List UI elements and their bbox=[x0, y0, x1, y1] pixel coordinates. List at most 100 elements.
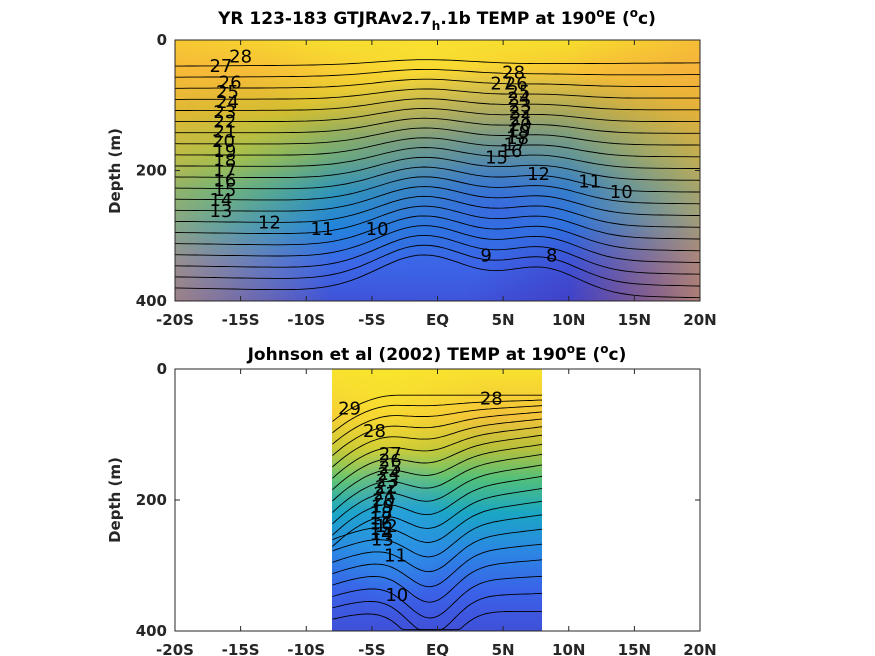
contour-line bbox=[175, 205, 700, 240]
contour-line bbox=[175, 127, 700, 146]
contour-label: 19 bbox=[507, 121, 530, 142]
contour-line bbox=[332, 444, 542, 502]
contour-label: 14 bbox=[209, 190, 232, 211]
contour-label: 29 bbox=[338, 398, 361, 419]
contour-line bbox=[175, 234, 700, 275]
x-tick-label: -20S bbox=[156, 311, 194, 329]
contour-line bbox=[175, 137, 700, 158]
contour-label: 15 bbox=[370, 519, 393, 540]
contour-line bbox=[332, 426, 542, 479]
contour-label: 17 bbox=[370, 508, 393, 529]
contour-line bbox=[332, 411, 542, 456]
panel1-field bbox=[175, 40, 700, 301]
x-tick-label: -15S bbox=[222, 641, 260, 656]
contour-label: 22 bbox=[213, 112, 236, 133]
contour-label: 9 bbox=[480, 245, 491, 266]
contour-line bbox=[332, 475, 542, 536]
contour-label: 25 bbox=[507, 82, 530, 103]
contour-line bbox=[332, 405, 542, 445]
contour-label: 20 bbox=[509, 115, 532, 136]
contour-line bbox=[175, 108, 700, 123]
contour-label: 10 bbox=[385, 585, 408, 606]
contour-label: 11 bbox=[311, 219, 334, 240]
contour-label: 12 bbox=[258, 213, 281, 234]
contour-label: 28 bbox=[480, 388, 503, 409]
x-tick-label: -20S bbox=[156, 641, 194, 656]
x-tick-label: 10N bbox=[552, 641, 585, 656]
contour-line bbox=[175, 254, 700, 299]
x-tick-label: 15N bbox=[618, 311, 651, 329]
contour-line bbox=[332, 464, 542, 525]
contour-label: 12 bbox=[527, 164, 550, 185]
contour-line bbox=[175, 88, 700, 100]
contour-label: 24 bbox=[377, 464, 400, 485]
x-tick-label: -10S bbox=[287, 641, 325, 656]
contour-label: 13 bbox=[209, 201, 232, 222]
y-tick-label: 0 bbox=[157, 360, 167, 378]
contour-label: 10 bbox=[366, 219, 389, 240]
contour-label: 14 bbox=[370, 524, 393, 545]
y-tick-label: 400 bbox=[136, 292, 167, 310]
contour-label: 13 bbox=[371, 529, 394, 550]
contour-line bbox=[332, 514, 542, 558]
contour-label: 11 bbox=[578, 172, 601, 193]
contour-label: 10 bbox=[610, 182, 633, 203]
contour-line bbox=[332, 575, 542, 619]
contour-line bbox=[175, 176, 700, 205]
panel2-contour-lines bbox=[332, 394, 542, 631]
panel-observation: Johnson et al (2002) TEMP at 190oE (oc) … bbox=[106, 342, 717, 656]
contour-line bbox=[332, 399, 542, 434]
x-tick-label: 20N bbox=[683, 311, 716, 329]
panel1-y-axis-label: Depth (m) bbox=[106, 128, 124, 214]
panel2-contour-labels: 2928282726252423222120191817161514131211… bbox=[338, 388, 503, 605]
contour-label: 16 bbox=[213, 170, 236, 191]
contour-line bbox=[175, 78, 700, 89]
contour-line bbox=[175, 186, 700, 216]
contour-label: 20 bbox=[212, 131, 235, 152]
contour-label: 18 bbox=[370, 503, 393, 524]
contour-label: 28 bbox=[229, 46, 252, 67]
contour-line bbox=[332, 500, 542, 543]
contour-label: 11 bbox=[384, 546, 407, 567]
contour-label: 28 bbox=[502, 63, 525, 84]
contour-label: 21 bbox=[510, 108, 533, 129]
x-tick-label: 20N bbox=[683, 641, 716, 656]
y-tick-label: 0 bbox=[157, 31, 167, 49]
contour-line bbox=[175, 166, 700, 193]
contour-label: 27 bbox=[490, 74, 513, 95]
contour-line bbox=[175, 68, 700, 78]
contour-label: 25 bbox=[216, 82, 239, 103]
panel2-field bbox=[332, 369, 542, 631]
panel-model: YR 123-183 GTJRAv2.7h.1b TEMP at 190oE (… bbox=[106, 6, 717, 329]
contour-line bbox=[175, 98, 700, 111]
contour-line bbox=[332, 394, 542, 422]
contour-label: 19 bbox=[213, 141, 236, 162]
contour-label: 8 bbox=[546, 245, 557, 266]
x-tick-label: -5S bbox=[358, 641, 385, 656]
contour-label: 23 bbox=[376, 470, 399, 491]
x-tick-label: -10S bbox=[287, 311, 325, 329]
contour-line bbox=[175, 117, 700, 134]
contour-label: 21 bbox=[213, 121, 236, 142]
contour-label: 26 bbox=[505, 74, 528, 95]
contour-label: 22 bbox=[509, 102, 532, 123]
contour-label: 26 bbox=[219, 72, 242, 93]
contour-label: 23 bbox=[509, 95, 532, 116]
contour-label: 19 bbox=[371, 497, 394, 518]
contour-line bbox=[332, 434, 542, 491]
contour-label: 26 bbox=[379, 451, 402, 472]
contour-label: 25 bbox=[379, 457, 402, 478]
panel2-y-ticks: 0 200 400 bbox=[136, 360, 700, 640]
contour-line bbox=[175, 156, 700, 181]
contour-line bbox=[332, 488, 542, 547]
contour-label: 28 bbox=[363, 421, 386, 442]
contour-label: 16 bbox=[370, 514, 393, 535]
contour-line bbox=[332, 543, 542, 588]
contour-label: 15 bbox=[213, 180, 236, 201]
contour-label: 22 bbox=[375, 477, 398, 498]
contour-label: 17 bbox=[503, 134, 526, 155]
panel2-y-axis-label: Depth (m) bbox=[106, 457, 124, 543]
contour-label: 27 bbox=[209, 56, 232, 77]
panel1-x-ticks: -20S -15S -10S -5S EQ 5N 10N 15N 20N bbox=[156, 40, 717, 329]
